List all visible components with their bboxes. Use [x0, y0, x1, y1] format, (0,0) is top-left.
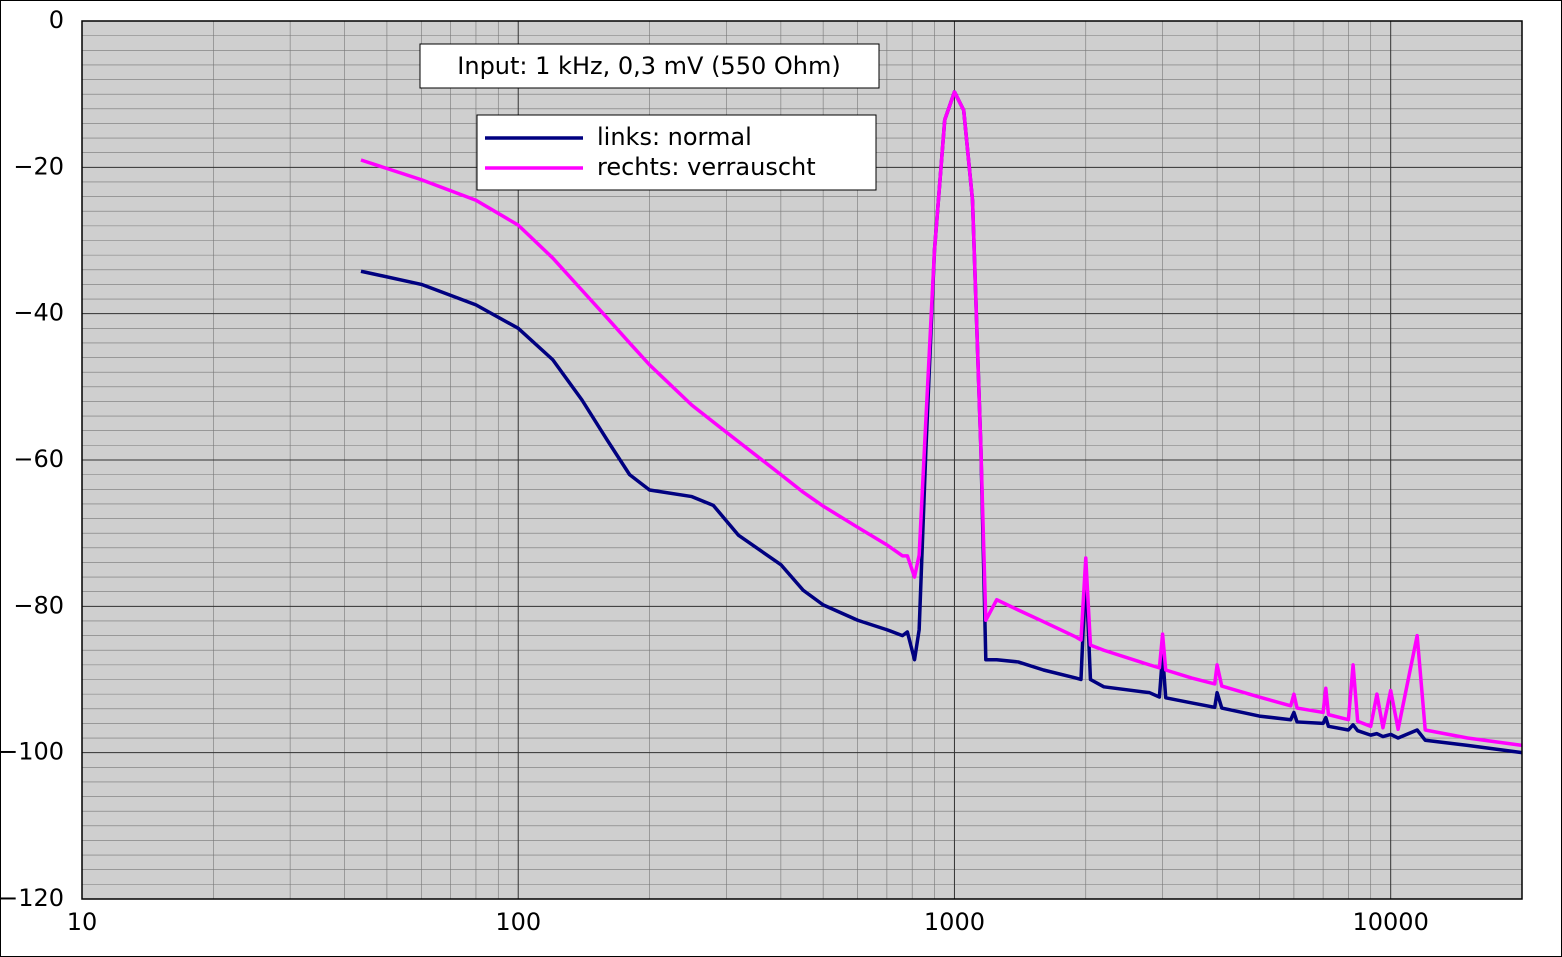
y-tick-label: −80 — [13, 591, 64, 619]
y-tick-label: −40 — [13, 299, 64, 327]
y-tick-label: −120 — [0, 884, 64, 912]
annotation-box: Input: 1 kHz, 0,3 mV (550 Ohm) — [419, 43, 880, 89]
series-line — [360, 90, 1523, 748]
annotation-frame — [419, 43, 880, 89]
y-tick-label: −100 — [0, 738, 64, 766]
legend-frame — [476, 114, 877, 191]
x-tick-label: 10000 — [1353, 908, 1429, 936]
legend-label: links: normal — [597, 123, 752, 151]
y-tick-label: −20 — [13, 152, 64, 180]
legend-label: rechts: verrauscht — [597, 153, 816, 181]
y-tick-label: −60 — [13, 445, 64, 473]
x-tick-label: 1000 — [924, 908, 985, 936]
y-tick-label: 0 — [49, 6, 64, 34]
x-tick-label: 10 — [67, 908, 98, 936]
annotation: Input: 1 kHz, 0,3 mV (550 Ohm) — [457, 52, 840, 80]
plot-border — [81, 20, 1523, 900]
series-line — [360, 90, 1523, 755]
x-tick-label: 100 — [495, 908, 541, 936]
lines — [360, 90, 1523, 755]
